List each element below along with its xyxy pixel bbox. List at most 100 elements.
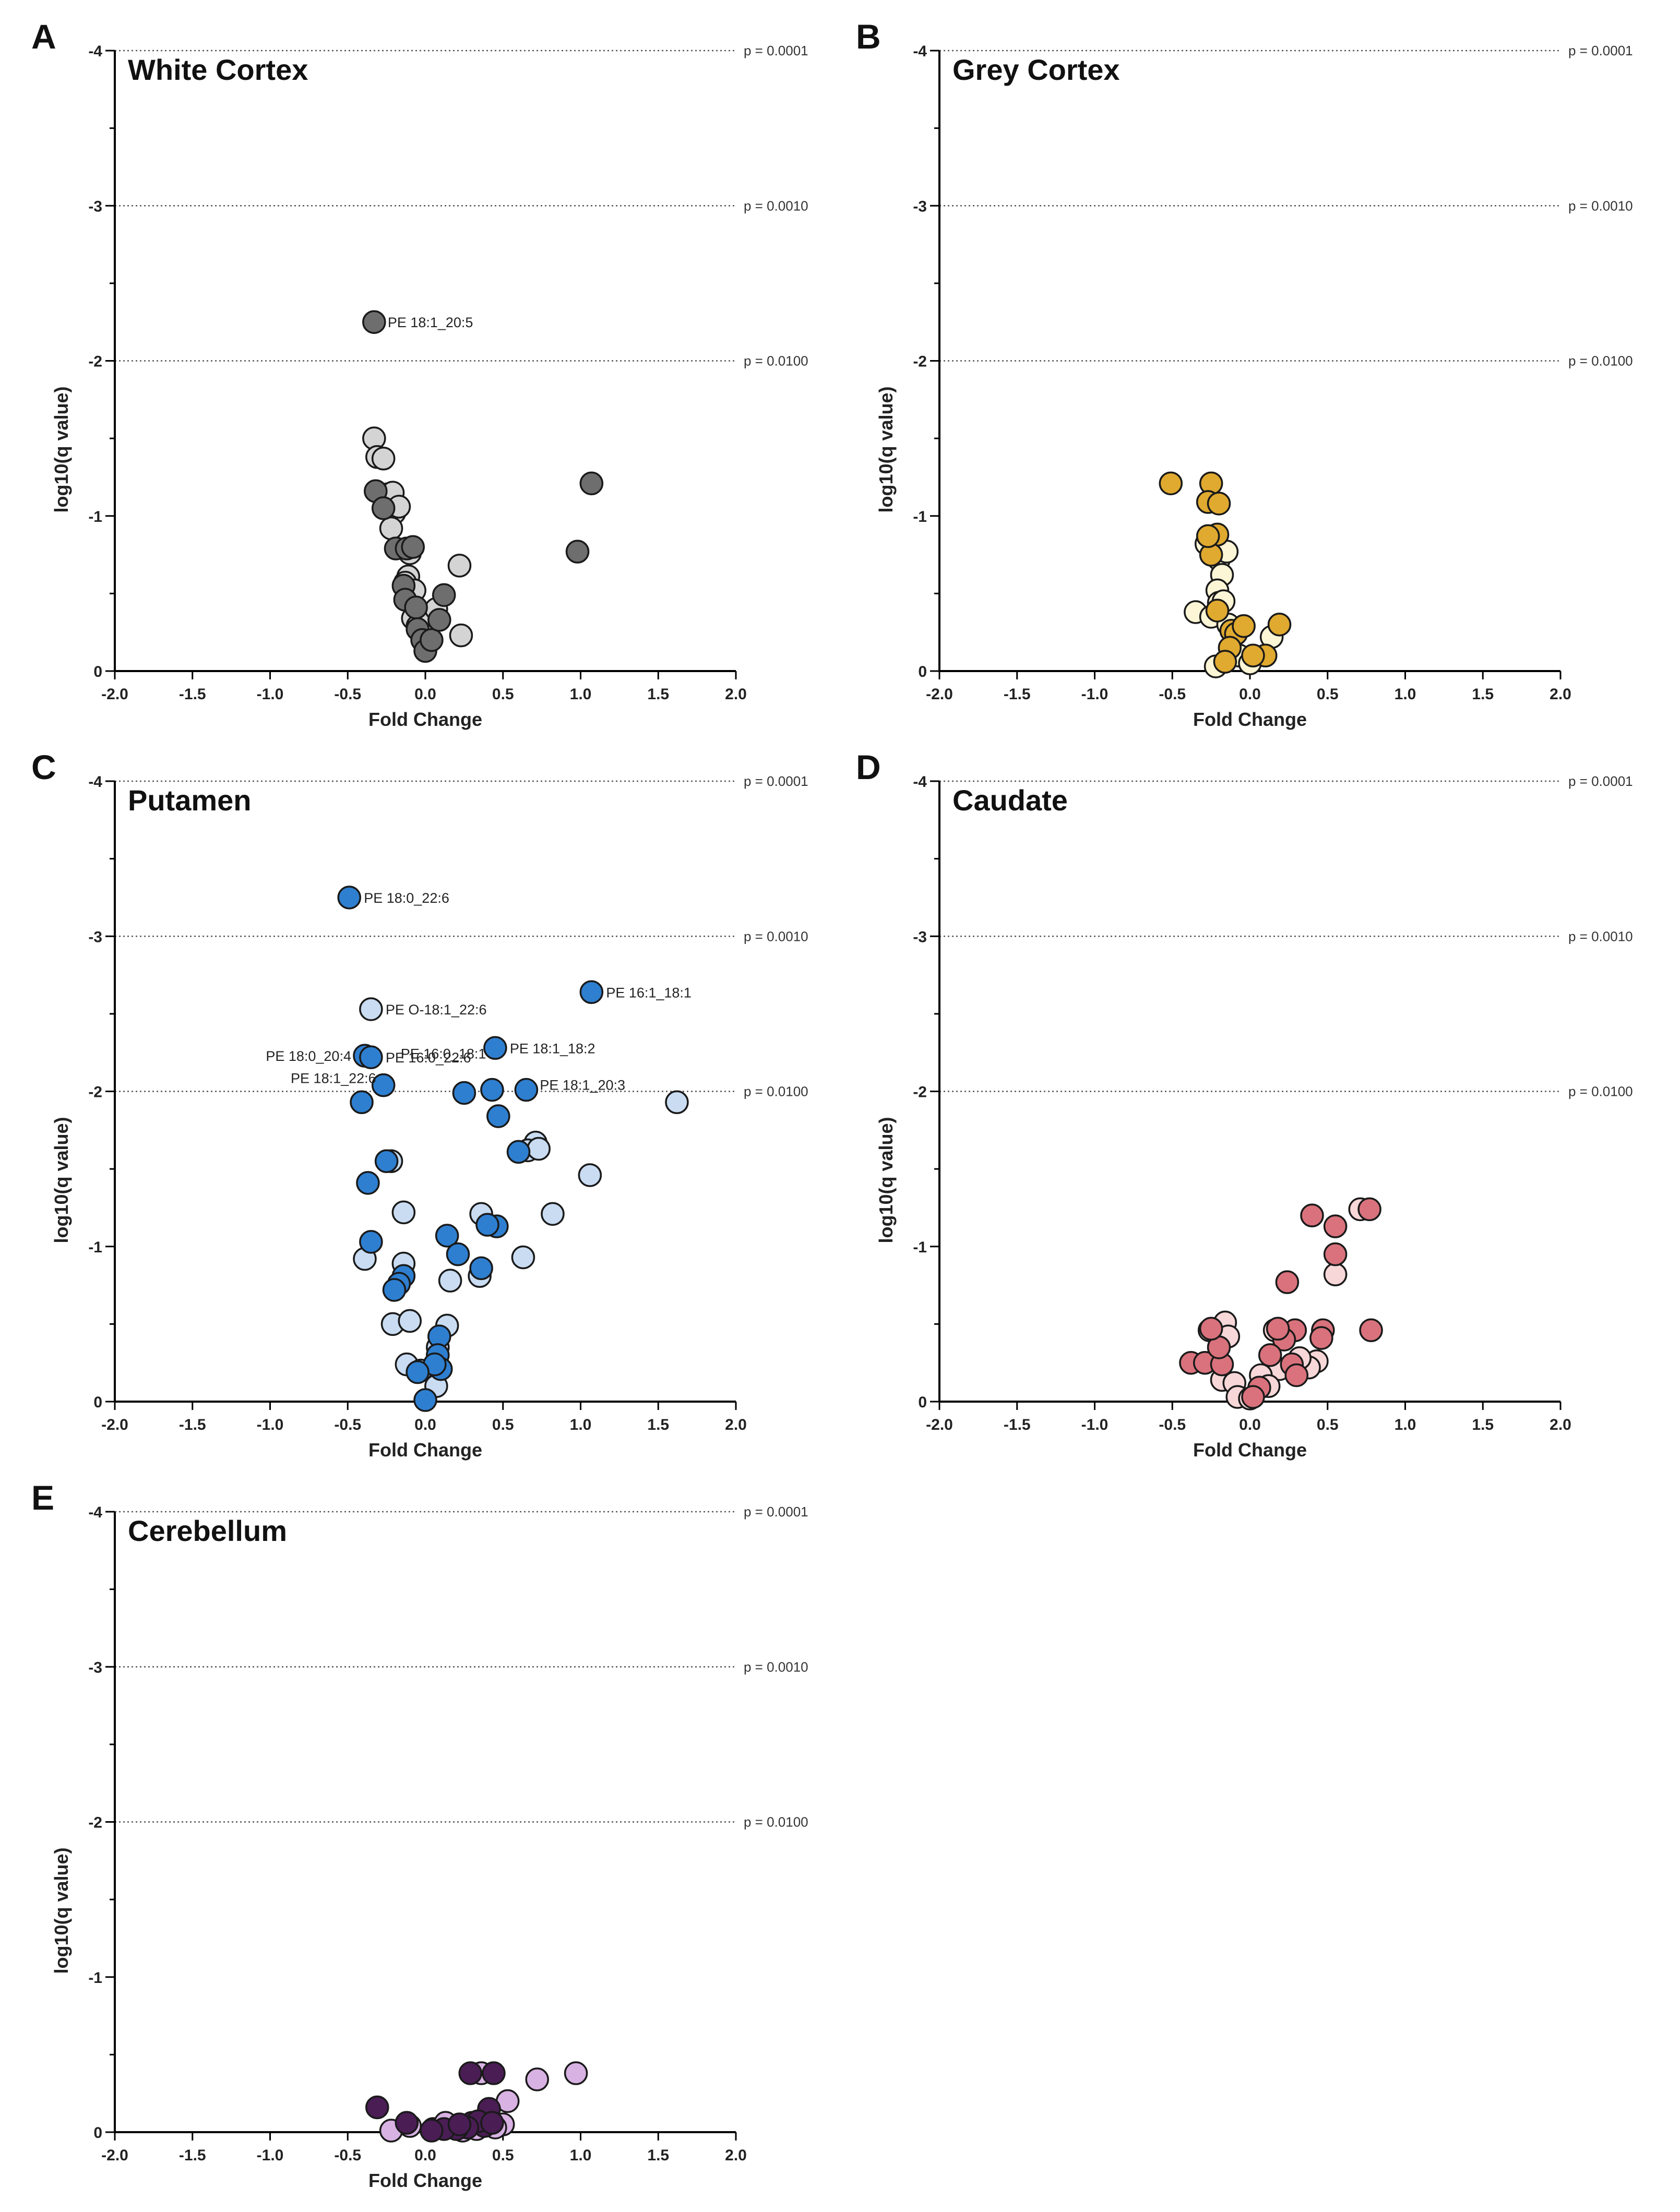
panel-letter: B	[856, 17, 881, 56]
data-point	[432, 583, 456, 607]
x-tick-label: -1.0	[257, 1416, 284, 1433]
data-point	[483, 1036, 507, 1060]
y-tick-label: -4	[913, 773, 927, 791]
data-point	[525, 2067, 549, 2091]
data-point	[1284, 1363, 1308, 1388]
data-point	[438, 1269, 462, 1293]
data-point	[1258, 1343, 1282, 1367]
data-point-label: PE 18:1_20:5	[388, 315, 473, 330]
x-tick-label: 0.5	[1317, 686, 1339, 703]
data-point	[1241, 643, 1265, 668]
x-tick-label: -0.5	[334, 1416, 361, 1433]
x-tick-label: 0.5	[492, 2147, 514, 2164]
x-tick-label: -2.0	[101, 1416, 128, 1433]
reference-line-label: p = 0.0010	[744, 1659, 808, 1675]
data-point	[420, 628, 444, 652]
data-point	[511, 1245, 535, 1270]
data-point	[359, 1230, 383, 1254]
data-point	[480, 1078, 504, 1102]
x-tick-label: 0.5	[1317, 1416, 1339, 1433]
data-point-label: PE 18:1_20:3	[540, 1078, 625, 1093]
y-tick-label: -3	[88, 928, 102, 946]
data-point	[350, 1090, 374, 1115]
y-tick-label: 0	[918, 663, 927, 680]
data-point	[579, 980, 604, 1005]
x-tick-label: -1.5	[1004, 686, 1031, 703]
reference-line-label: p = 0.0010	[744, 928, 808, 944]
data-point-label: PE 16:0_22:6	[386, 1050, 471, 1066]
data-point	[1232, 614, 1256, 638]
x-tick-label: 1.5	[647, 1416, 669, 1433]
x-tick-label: -1.5	[179, 1416, 206, 1433]
x-tick-label: 2.0	[1550, 686, 1571, 703]
y-tick-label: -4	[88, 43, 102, 60]
x-tick-label: 1.0	[570, 2147, 592, 2164]
y-tick-label: -4	[913, 43, 927, 60]
x-tick-label: 2.0	[725, 1416, 747, 1433]
panel-b: B Grey Cortex p = 0.0001 p = 0.0010 p = 0.01…	[856, 17, 1633, 730]
y-tick-label: -2	[88, 1814, 102, 1832]
data-point-label: PE 18:0_20:4	[266, 1048, 351, 1064]
x-tick-label: 2.0	[725, 686, 747, 703]
x-tick-label: 1.0	[570, 686, 592, 703]
data-point	[565, 540, 590, 564]
x-tick-label: 1.5	[647, 686, 669, 703]
y-tick-label: -1	[88, 1969, 102, 1987]
data-point	[1213, 650, 1237, 674]
data-point	[541, 1202, 565, 1226]
data-point	[371, 496, 396, 520]
data-point	[1241, 1385, 1265, 1409]
y-tick-label: -4	[88, 773, 102, 791]
data-point	[356, 1171, 380, 1195]
y-axis-title: log10(q value)	[51, 386, 72, 512]
x-tick-label: -2.0	[926, 1416, 953, 1433]
data-point	[374, 1149, 399, 1174]
data-point	[382, 1278, 407, 1302]
data-point-label: PE 16:1_18:1	[606, 985, 692, 1000]
y-tick-label: -3	[913, 928, 927, 946]
x-tick-label: 0.5	[492, 1416, 514, 1433]
data-point	[362, 310, 386, 334]
x-axis-title: Fold Change	[368, 2170, 482, 2191]
y-tick-label: -3	[88, 1659, 102, 1676]
data-point	[1323, 1214, 1348, 1238]
reference-line-label: p = 0.0100	[1568, 1084, 1633, 1099]
data-point	[486, 1104, 510, 1128]
x-tick-label: 2.0	[725, 2147, 747, 2164]
data-point	[452, 1081, 476, 1105]
data-point	[413, 1388, 437, 1412]
y-tick-label: -1	[913, 1239, 927, 1256]
data-point	[371, 447, 396, 471]
data-point	[365, 2095, 389, 2120]
x-tick-label: -2.0	[101, 2147, 128, 2164]
x-tick-label: 0.0	[414, 1416, 436, 1433]
y-tick-label: 0	[93, 1394, 102, 1411]
data-point-label: PE 18:1_22:6	[291, 1071, 376, 1086]
reference-line-label: p = 0.0010	[1568, 928, 1633, 944]
x-tick-label: 1.5	[1472, 1416, 1494, 1433]
data-point	[427, 608, 451, 632]
data-point-label: PE O-18:1_22:6	[386, 1002, 487, 1018]
data-point	[395, 2111, 419, 2135]
data-point	[435, 1224, 459, 1248]
data-point	[1323, 1242, 1348, 1266]
x-tick-label: -2.0	[101, 686, 128, 703]
panel-e: E Cerebellum p = 0.0001 p = 0.0010 p = 0.010…	[31, 1478, 808, 2191]
data-point	[480, 2111, 504, 2135]
x-tick-label: -0.5	[334, 686, 361, 703]
x-tick-label: -1.5	[1004, 1416, 1031, 1433]
data-point	[665, 1090, 689, 1115]
x-axis-title: Fold Change	[368, 709, 482, 730]
x-tick-label: -1.0	[1081, 686, 1109, 703]
data-point	[447, 2112, 472, 2136]
reference-line-label: p = 0.0001	[1568, 43, 1633, 58]
data-point-label: PE 18:0_22:6	[364, 890, 449, 906]
x-tick-label: 1.0	[1395, 1416, 1416, 1433]
y-tick-label: -2	[88, 353, 102, 370]
reference-line-label: p = 0.0100	[744, 1814, 808, 1830]
panel-letter: D	[856, 748, 881, 786]
y-tick-label: -4	[88, 1504, 102, 1521]
data-point	[359, 1045, 383, 1069]
data-point	[1266, 1317, 1290, 1341]
panel-d: D Caudate p = 0.0001 p = 0.0010 p = 0.0100 0 -…	[856, 748, 1633, 1461]
